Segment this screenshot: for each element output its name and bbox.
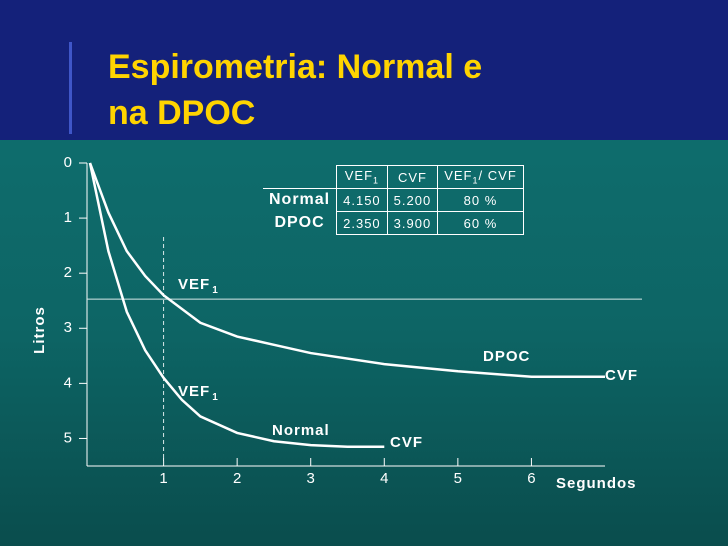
y-axis-label: Litros bbox=[31, 306, 48, 354]
table-row-header: Normal bbox=[269, 191, 331, 209]
x-tick-label: 5 bbox=[454, 470, 462, 487]
table-row: DPOC 2.350 3.900 60 % bbox=[263, 211, 524, 235]
header-band bbox=[0, 0, 728, 140]
table-header-row: VEF1 CVF VEF1/ CVF bbox=[263, 165, 524, 189]
x-tick-label: 6 bbox=[527, 470, 535, 487]
x-tick-label: 2 bbox=[233, 470, 241, 487]
x-tick-label: 1 bbox=[159, 470, 167, 487]
annotation: VEF 1 bbox=[178, 383, 219, 403]
series-label: DPOC bbox=[483, 348, 530, 365]
header-text: CVF bbox=[397, 169, 427, 185]
accent-bar bbox=[69, 42, 72, 134]
annotation-text: CVF bbox=[390, 434, 423, 451]
y-tick-label: 4 bbox=[64, 374, 72, 391]
series-label: Normal bbox=[272, 422, 330, 439]
annotation: CVF bbox=[605, 367, 638, 384]
table-cell: 4.150 bbox=[336, 188, 388, 212]
y-tick-label: 1 bbox=[64, 209, 72, 226]
table-cell: 3.900 bbox=[386, 211, 439, 235]
y-tick-label: 0 bbox=[64, 154, 72, 171]
header-text: VEF bbox=[444, 168, 473, 184]
table-row-header: DPOC bbox=[274, 214, 325, 231]
y-tick-label: 5 bbox=[64, 429, 72, 446]
table-header-cell: VEF1 bbox=[336, 165, 388, 189]
table-header-cell: VEF1/ CVF bbox=[437, 165, 524, 189]
y-tick-label: 2 bbox=[64, 264, 72, 281]
annotation: VEF 1 bbox=[178, 276, 219, 296]
x-axis-label: Segundos bbox=[556, 475, 637, 492]
table-cell: 80 % bbox=[437, 188, 524, 212]
header-text: VEF bbox=[344, 168, 374, 184]
x-tick-label: 3 bbox=[307, 470, 315, 487]
subtitle: na DPOC bbox=[108, 94, 256, 132]
header-after: / CVF bbox=[478, 168, 517, 184]
annotation-text: VEF bbox=[178, 276, 210, 293]
table-header-cell: CVF bbox=[386, 165, 439, 189]
y-tick-label: 3 bbox=[64, 319, 72, 336]
annotation-sub: 1 bbox=[212, 392, 219, 403]
header-sub: 1 bbox=[472, 175, 479, 186]
table-cell: 5.200 bbox=[386, 188, 439, 212]
x-tick-label: 4 bbox=[380, 470, 388, 487]
series-line bbox=[88, 162, 605, 379]
header-sub: 1 bbox=[373, 175, 380, 186]
annotation-sub: 1 bbox=[212, 285, 219, 296]
annotation-text: CVF bbox=[605, 367, 638, 384]
table-cell: 2.350 bbox=[336, 211, 388, 235]
table-cell: 60 % bbox=[437, 211, 524, 235]
table-corner bbox=[263, 165, 337, 189]
title: Espirometria: Normal e bbox=[108, 48, 483, 86]
annotation-text: VEF bbox=[178, 383, 210, 400]
annotation: CVF bbox=[390, 434, 423, 451]
table-row: Normal 4.150 5.200 80 % bbox=[263, 188, 524, 212]
data-table: VEF1 CVF VEF1/ CVF Normal 4.150 5.200 80 % DPOC… bbox=[263, 165, 524, 235]
series-line bbox=[88, 162, 385, 448]
